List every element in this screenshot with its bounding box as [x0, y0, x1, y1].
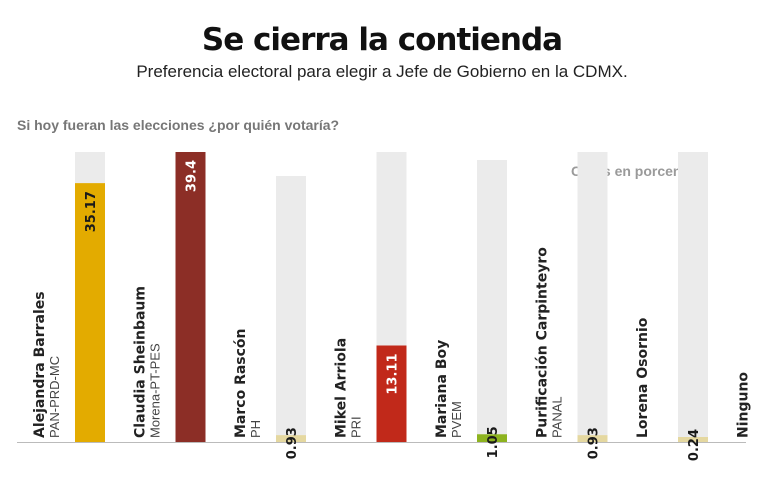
bar: [376, 345, 407, 442]
chart-subtitle: Preferencia electoral para elegir a Jefe…: [136, 62, 628, 81]
data-label: 13.11: [386, 354, 401, 395]
candidate-name: Claudia Sheinbaum: [133, 286, 149, 438]
bar: [276, 435, 306, 442]
candidate-name: Mikel Arriola: [334, 338, 350, 438]
data-label: 0.93: [587, 427, 602, 459]
chart-title: Se cierra la contienda: [201, 22, 563, 58]
candidate-name: Purificación Carpinteyro: [535, 247, 551, 438]
candidate-party: PAN-PRD-MC: [47, 356, 62, 438]
candidate-party: PVEM: [449, 401, 464, 438]
candidate-party: PRI: [349, 416, 364, 438]
candidate-name: Alejandra Barrales: [32, 291, 48, 438]
candidate-party: PANAL: [550, 396, 565, 438]
bar: [75, 183, 105, 442]
bar: [477, 434, 507, 442]
data-label: 35.17: [84, 191, 99, 232]
candidate-name: Marco Rascón: [233, 328, 249, 438]
data-label: 0.24: [687, 429, 702, 461]
candidate-party: PH: [248, 420, 263, 438]
bar: [678, 437, 708, 442]
data-label: 1.05: [486, 426, 501, 458]
candidate-name: Ninguno: [736, 372, 752, 438]
bar: [175, 152, 206, 442]
bar-track: [577, 152, 608, 442]
candidate-name: Mariana Boy: [434, 340, 450, 438]
candidate-party: Morena-PT-PES: [148, 343, 163, 438]
bar-track: [678, 152, 708, 442]
bar: [577, 435, 608, 442]
data-label: 39.4: [185, 160, 200, 192]
survey-question: Si hoy fueran las elecciones ¿por quién …: [17, 117, 340, 133]
bar-track: [477, 160, 507, 442]
bar-track: [276, 176, 306, 442]
data-label: 0.93: [285, 427, 300, 459]
candidate-name: Lorena Osornio: [635, 317, 651, 438]
